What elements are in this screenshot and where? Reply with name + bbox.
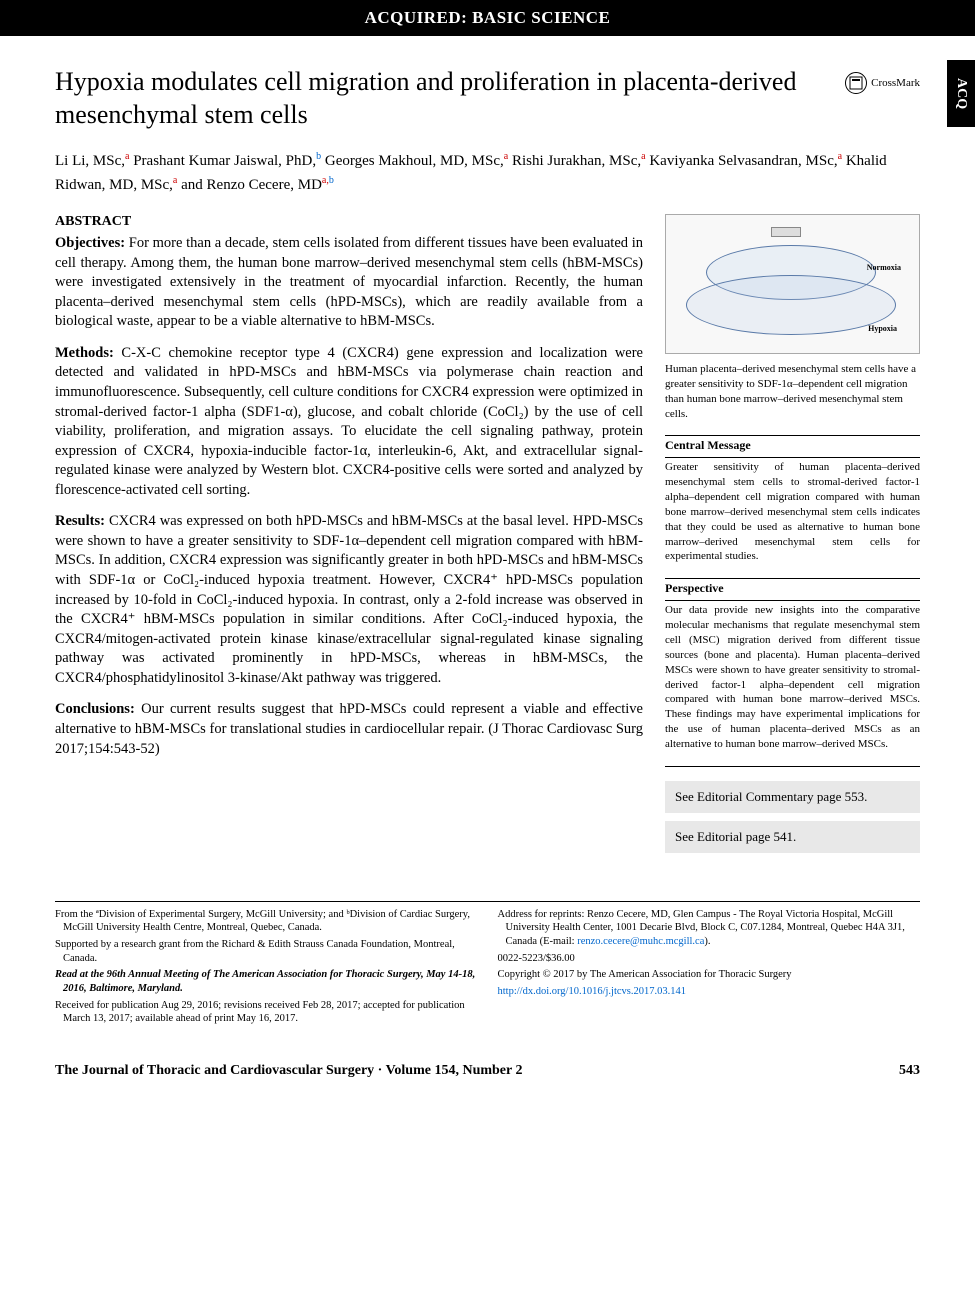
footnote-item: 0022-5223/$36.00 <box>498 952 921 966</box>
editorial-link[interactable]: See Editorial page 541. <box>665 821 920 853</box>
footnote-item: Received for publication Aug 29, 2016; r… <box>55 999 478 1026</box>
editorial-commentary-link[interactable]: See Editorial Commentary page 553. <box>665 781 920 813</box>
footnote-item: From the ªDivision of Experimental Surge… <box>55 908 478 935</box>
email-link[interactable]: renzo.cecere@muhc.mcgill.ca <box>577 936 704 947</box>
article-title: Hypoxia modulates cell migration and pro… <box>55 66 845 131</box>
footnote-item: Copyright © 2017 by The American Associa… <box>498 968 921 982</box>
footnotes-right: Address for reprints: Renzo Cecere, MD, … <box>498 908 921 1029</box>
perspective-body: Our data provide new insights into the c… <box>665 603 920 751</box>
central-message-title: Central Message <box>665 438 920 453</box>
footnotes: From the ªDivision of Experimental Surge… <box>55 901 920 1029</box>
journal-citation: The Journal of Thoracic and Cardiovascul… <box>55 1063 522 1079</box>
footnote-item: Address for reprints: Renzo Cecere, MD, … <box>498 908 921 949</box>
side-tab: ACQ <box>947 60 975 127</box>
footnote-item: http://dx.doi.org/10.1016/j.jtcvs.2017.0… <box>498 985 921 999</box>
crossmark-icon <box>845 72 867 94</box>
perspective-title: Perspective <box>665 581 920 596</box>
central-message-body: Greater sensitivity of human placenta–de… <box>665 460 920 564</box>
abstract-column: ABSTRACT Objectives: For more than a dec… <box>55 214 643 861</box>
abstract-methods: Methods: C-X-C chemokine receptor type 4… <box>55 344 643 501</box>
sidebar-column: Normoxia Hypoxia Human placenta–derived … <box>665 214 920 861</box>
authors: Li Li, MSc,a Prashant Kumar Jaiswal, PhD… <box>55 149 920 196</box>
figure-caption: Human placenta–derived mesenchymal stem … <box>665 362 920 421</box>
page-number: 543 <box>899 1063 920 1079</box>
abstract-objectives: Objectives: For more than a decade, stem… <box>55 234 643 332</box>
footnote-item: Read at the 96th Annual Meeting of The A… <box>55 968 478 995</box>
crossmark-label: CrossMark <box>871 77 920 89</box>
category-bar: ACQUIRED: BASIC SCIENCE <box>0 0 975 36</box>
abstract-heading: ABSTRACT <box>55 214 643 230</box>
abstract-results: Results: CXCR4 was expressed on both hPD… <box>55 512 643 688</box>
crossmark-badge[interactable]: CrossMark <box>845 72 920 94</box>
central-figure: Normoxia Hypoxia <box>665 214 920 354</box>
page-footer: The Journal of Thoracic and Cardiovascul… <box>0 1049 975 1099</box>
footnotes-left: From the ªDivision of Experimental Surge… <box>55 908 478 1029</box>
footnote-item: Supported by a research grant from the R… <box>55 938 478 965</box>
abstract-conclusions: Conclusions: Our current results suggest… <box>55 700 643 759</box>
doi-link[interactable]: http://dx.doi.org/10.1016/j.jtcvs.2017.0… <box>498 986 687 997</box>
